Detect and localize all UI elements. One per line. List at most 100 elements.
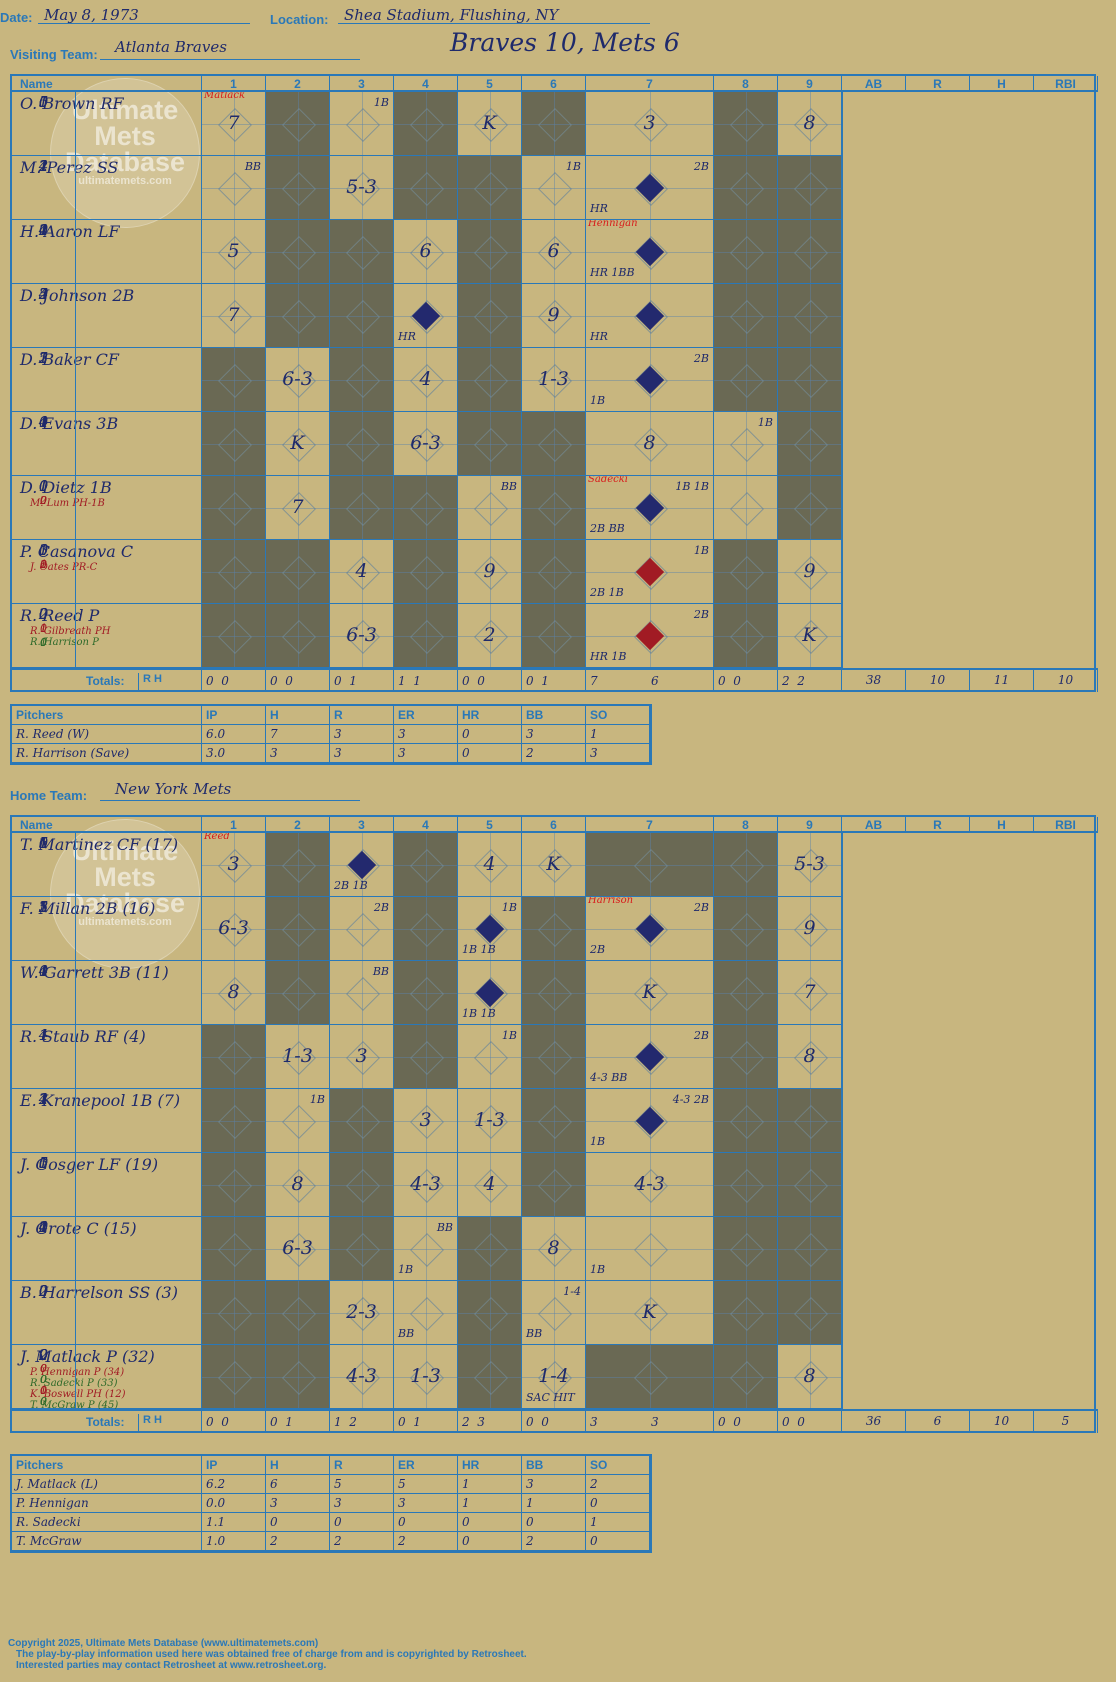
bottom-annotation: 1B 1B (462, 1007, 496, 1020)
inning-1-cell (202, 1345, 266, 1409)
player-name: E. Kranepool 1B (7) (20, 1091, 181, 1110)
base-path-line (297, 92, 299, 155)
stat-rbi: 0 (12, 961, 76, 1025)
stat-r-value: 0 (38, 605, 49, 623)
bottom-annotation: 2B (590, 943, 606, 956)
base-path-line (778, 1376, 841, 1378)
inning-4-cell: 6 (394, 220, 458, 284)
inning-8-cell (714, 284, 778, 348)
diamond (729, 299, 764, 334)
diamond (537, 912, 572, 947)
base-path-line (458, 1312, 521, 1314)
base-path-line (297, 412, 299, 475)
total-stat: 36 (842, 1409, 906, 1433)
inning-9-cell: 8 (778, 1025, 842, 1089)
base-path-line (842, 897, 843, 960)
play-result: 6 (547, 239, 560, 262)
diamond (793, 1232, 828, 1267)
diamond (842, 1361, 843, 1395)
inning-4-cell (394, 156, 458, 220)
base-path-line (489, 1281, 491, 1344)
base-path-line (266, 864, 329, 866)
base-path-line (809, 540, 811, 603)
base-path-line (394, 187, 457, 189)
base-path-line (778, 1120, 841, 1122)
pitching-change-note: Reed (204, 833, 230, 842)
stat-rbi: 0 (12, 833, 76, 897)
inning-5-cell (458, 220, 522, 284)
pitcher-stat: 0 (458, 725, 522, 744)
base-path-line (233, 412, 235, 475)
play-result: 6-3 (282, 1236, 313, 1259)
location-label: Location: (270, 12, 329, 27)
base-path-line (425, 604, 427, 667)
stat-h-value: 0 (40, 494, 47, 507)
diamond (842, 1297, 843, 1331)
inning-10-cell: K (842, 1153, 843, 1217)
base-path-line (233, 1281, 235, 1344)
pitching-change-note: Sadecki (588, 476, 628, 485)
base-path-line (714, 1312, 777, 1314)
stat-h-value: 1 (38, 962, 49, 980)
top-annotation: 2B (373, 901, 389, 914)
play-result: 7 (227, 303, 240, 326)
base-path-line (714, 1376, 777, 1378)
base-path-line (778, 443, 841, 445)
base-path-line (778, 1056, 841, 1058)
base-path-line (202, 992, 265, 994)
base-path-line (361, 1281, 363, 1344)
diamond (729, 1168, 764, 1203)
stat-ab-value: 1 (40, 622, 47, 635)
pitching-change-note: Matlack (204, 92, 246, 101)
inning-6-cell (522, 92, 586, 156)
stat-ab-value: 4 (38, 285, 49, 303)
base-path-line (425, 1217, 427, 1280)
base-path-line (809, 897, 811, 960)
base-path-line (745, 540, 747, 603)
stat-rbi-value: 0 (38, 605, 49, 623)
inning-4-total: 1 1 (394, 668, 458, 692)
pitcher-stat: 2 (522, 744, 586, 763)
inning-4-cell (394, 1025, 458, 1089)
stat-rbi-value: 0 (40, 1362, 47, 1375)
base-path-line (489, 220, 491, 283)
stat-h-value: 0 (38, 1154, 49, 1172)
pitch-col-r: R (330, 1456, 394, 1475)
base-path-line (458, 251, 521, 253)
base-path-line (649, 1153, 651, 1216)
stat-r-value: 2 (38, 221, 49, 239)
play-result: 6 (419, 239, 432, 262)
diamond (633, 848, 668, 883)
base-path-line (809, 961, 811, 1024)
base-path-line (458, 507, 521, 509)
base-path-line (297, 1153, 299, 1216)
base-path-line (266, 443, 329, 445)
inning-10-cell (842, 897, 843, 961)
base-path-line (297, 1345, 299, 1408)
diamond (842, 428, 843, 462)
pitcher-stat: 0 (586, 1494, 650, 1513)
stat-rbi: 1 (12, 1025, 76, 1089)
bottom-annotation: 1B (590, 394, 606, 407)
base-path-line (778, 315, 841, 317)
totals-label: Totals: (86, 1415, 125, 1429)
stat-h-value: 0 (40, 1395, 47, 1408)
stat-ab-value: 5 (38, 898, 49, 916)
pitch-col-er: ER (394, 1456, 458, 1475)
total-stat: 10 (906, 668, 970, 692)
diamond (217, 1296, 252, 1331)
base-path-line (553, 220, 555, 283)
diamond (537, 1296, 572, 1331)
inning-1-cell (202, 604, 266, 668)
bottom-annotation: 2B 1B (334, 879, 368, 892)
inning-8-cell (714, 833, 778, 897)
base-path-line (586, 1248, 713, 1250)
base-path-line (202, 635, 265, 637)
stat-h-value: 0 (38, 605, 49, 623)
inning-5-total: 0 0 (458, 668, 522, 692)
base-path-line (297, 604, 299, 667)
player-name: O. Brown RF (20, 94, 124, 113)
pitcher-stat: 3 (394, 725, 458, 744)
inning-9-cell (778, 476, 842, 540)
inning-2-cell: 8 (266, 1153, 330, 1217)
